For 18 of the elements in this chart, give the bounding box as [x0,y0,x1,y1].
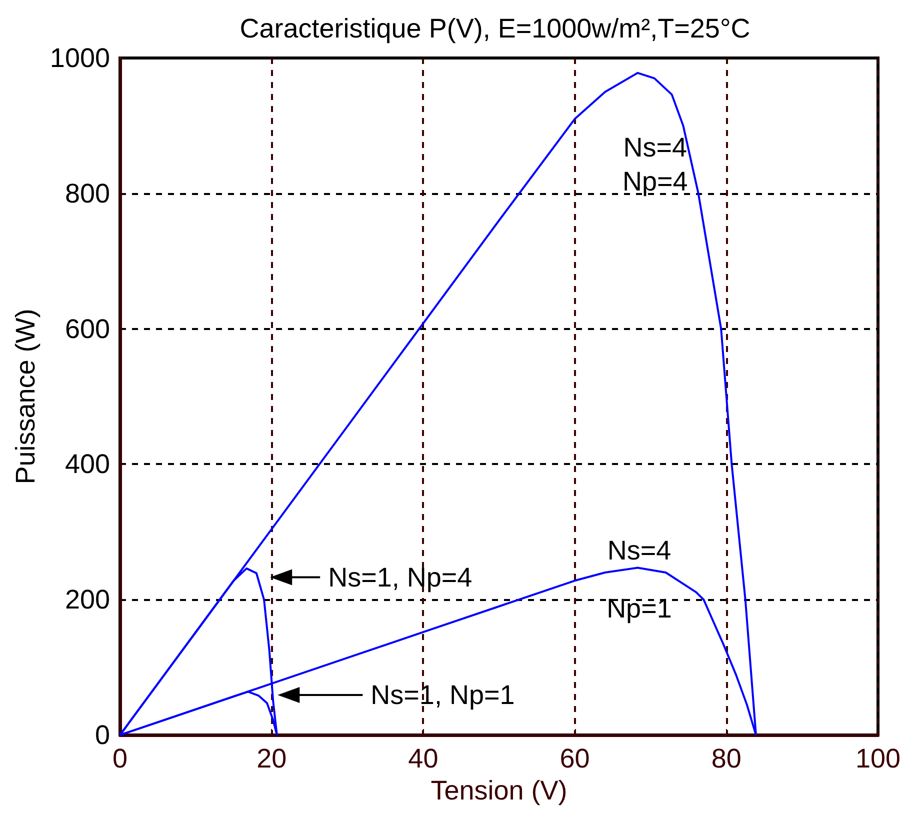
x-tick-label: 60 [560,744,590,774]
annotation: Ns=4 Np=1 [606,535,672,624]
y-tick-label: 1000 [50,43,110,73]
annotation: Ns=1, Np=1 [370,680,515,710]
chart-title: Caracteristique P(V), E=1000w/m²,T=25°C [240,14,750,44]
x-tick-label: 100 [855,744,901,774]
y-tick-label: 600 [64,314,110,344]
y-tick-label: 0 [94,720,110,750]
x-tick-label: 40 [408,744,438,774]
y-axis-title: Puissance (W) [10,308,41,484]
y-tick-label: 400 [64,449,110,480]
annotation: Ns=4 Np=4 [622,132,688,196]
annotation: Ns=1, Np=4 [328,562,472,592]
x-tick-label: 80 [711,744,742,774]
x-axis-title: Tension (V) [430,775,568,806]
y-tick-label: 200 [64,584,110,615]
x-tick-label: 20 [256,744,287,774]
y-tick-label: 800 [64,178,110,208]
